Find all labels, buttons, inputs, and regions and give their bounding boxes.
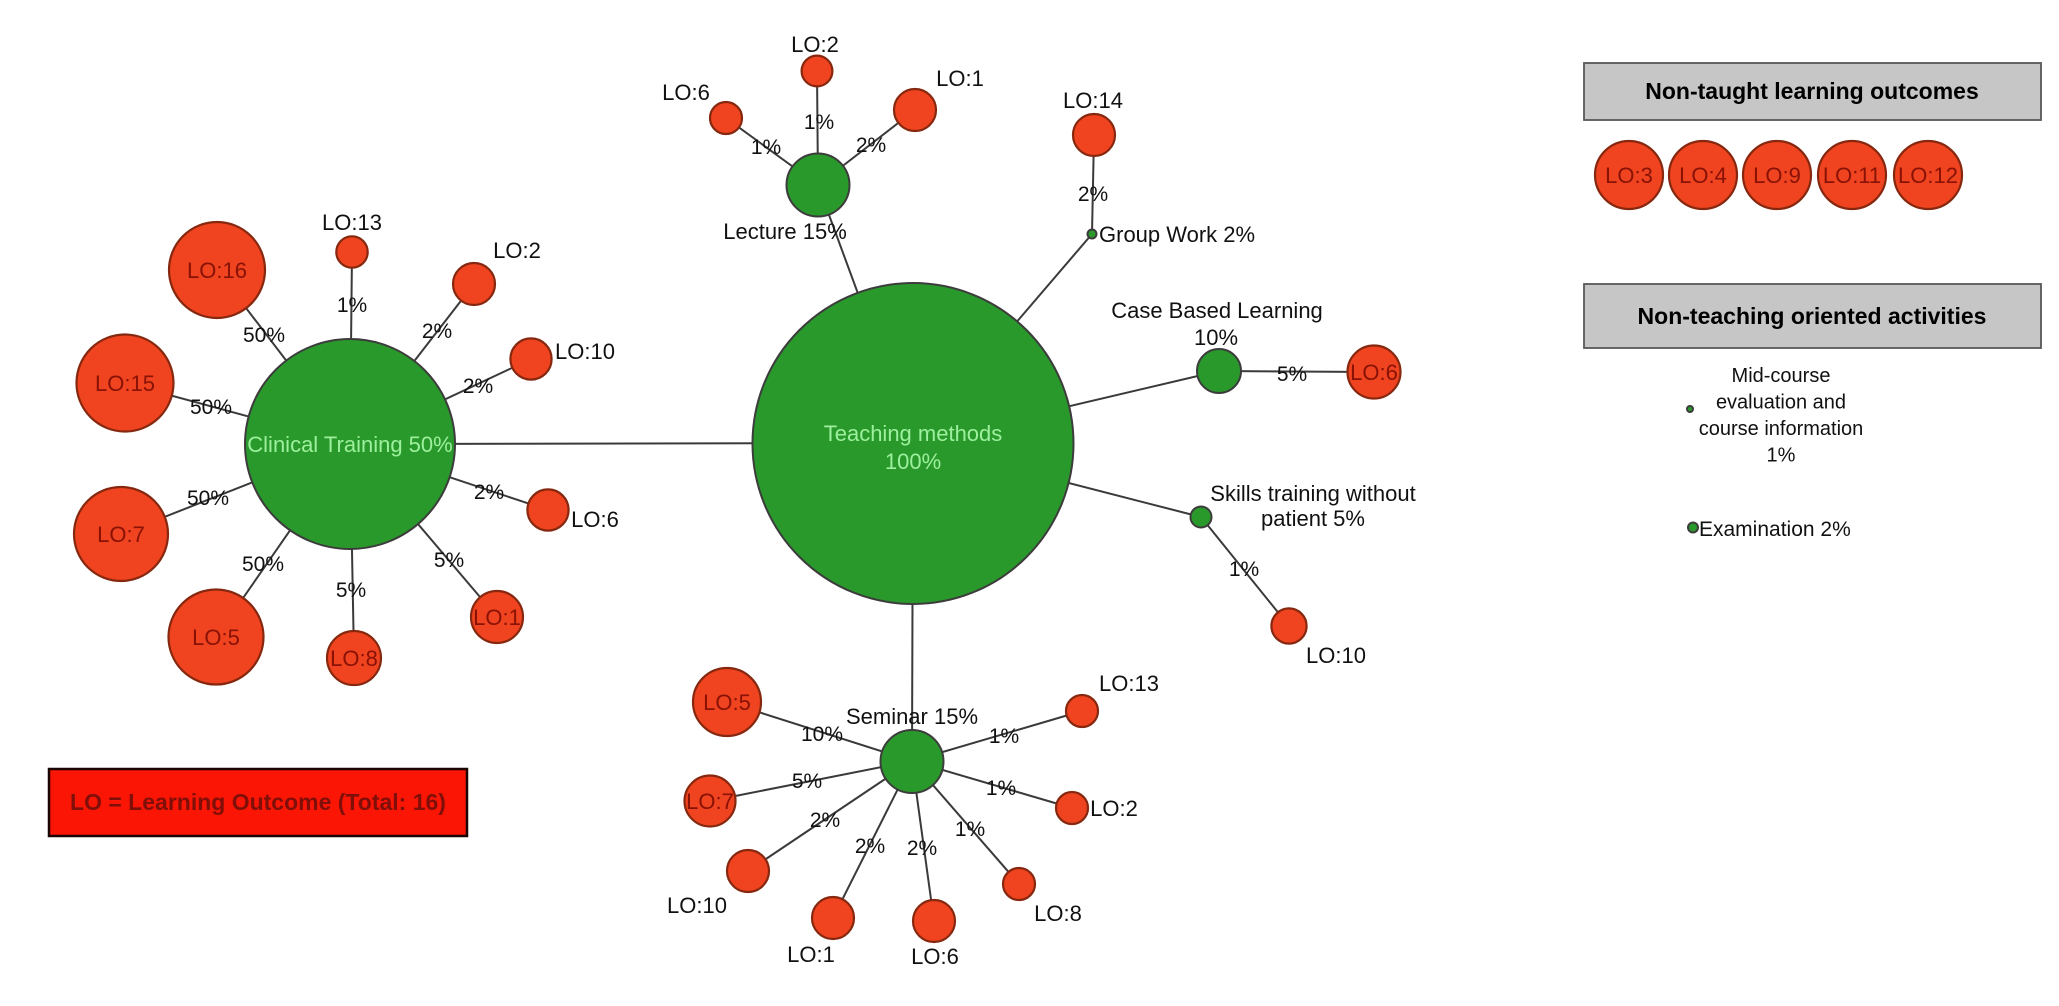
svg-text:2%: 2% bbox=[855, 835, 885, 858]
svg-text:2%: 2% bbox=[422, 320, 452, 343]
svg-text:LO:10: LO:10 bbox=[667, 893, 727, 918]
svg-text:Case Based Learning: Case Based Learning bbox=[1111, 298, 1323, 323]
svg-text:50%: 50% bbox=[242, 553, 284, 576]
svg-text:LO:5: LO:5 bbox=[192, 625, 240, 650]
svg-text:patient 5%: patient 5% bbox=[1261, 506, 1365, 531]
svg-text:50%: 50% bbox=[190, 396, 232, 419]
svg-text:LO:12: LO:12 bbox=[1898, 163, 1958, 188]
svg-text:LO:7: LO:7 bbox=[686, 789, 734, 814]
svg-text:Teaching methods: Teaching methods bbox=[824, 421, 1003, 446]
svg-text:course information: course information bbox=[1699, 418, 1864, 440]
svg-text:LO:5: LO:5 bbox=[703, 690, 751, 715]
svg-text:50%: 50% bbox=[243, 324, 285, 347]
svg-text:LO = Learning Outcome (Total:: LO = Learning Outcome (Total: 16) bbox=[70, 789, 446, 815]
svg-text:LO:6: LO:6 bbox=[1350, 360, 1398, 385]
svg-text:5%: 5% bbox=[336, 579, 366, 602]
svg-text:5%: 5% bbox=[792, 770, 822, 793]
svg-text:2%: 2% bbox=[856, 134, 886, 157]
svg-text:Examination 2%: Examination 2% bbox=[1699, 518, 1851, 541]
svg-text:2%: 2% bbox=[463, 375, 493, 398]
svg-text:LO:8: LO:8 bbox=[1034, 901, 1082, 926]
svg-text:1%: 1% bbox=[337, 294, 367, 317]
svg-text:LO:13: LO:13 bbox=[1099, 671, 1159, 696]
svg-text:1%: 1% bbox=[1229, 558, 1259, 581]
svg-text:LO:3: LO:3 bbox=[1605, 163, 1653, 188]
svg-text:2%: 2% bbox=[474, 481, 504, 504]
svg-text:LO:9: LO:9 bbox=[1753, 163, 1801, 188]
svg-text:1%: 1% bbox=[751, 136, 781, 159]
svg-text:10%: 10% bbox=[1194, 325, 1238, 350]
svg-text:Group Work 2%: Group Work 2% bbox=[1099, 222, 1255, 247]
svg-text:Non-taught learning outcomes: Non-taught learning outcomes bbox=[1645, 78, 1979, 104]
svg-text:2%: 2% bbox=[907, 837, 937, 860]
svg-text:50%: 50% bbox=[187, 487, 229, 510]
svg-text:Skills training without: Skills training without bbox=[1210, 481, 1415, 506]
svg-text:LO:10: LO:10 bbox=[1306, 643, 1366, 668]
svg-text:LO:6: LO:6 bbox=[662, 80, 710, 105]
svg-text:LO:2: LO:2 bbox=[493, 238, 541, 263]
svg-text:LO:6: LO:6 bbox=[911, 944, 959, 969]
svg-text:1%: 1% bbox=[804, 111, 834, 134]
svg-text:Clinical Training 50%: Clinical Training 50% bbox=[247, 432, 452, 457]
svg-text:5%: 5% bbox=[1277, 363, 1307, 386]
svg-text:Lecture 15%: Lecture 15% bbox=[723, 219, 847, 244]
svg-text:Non-teaching oriented activiti: Non-teaching oriented activities bbox=[1638, 303, 1987, 329]
svg-text:LO:1: LO:1 bbox=[787, 942, 835, 967]
svg-text:LO:7: LO:7 bbox=[97, 522, 145, 547]
svg-text:2%: 2% bbox=[1078, 183, 1108, 206]
svg-text:LO:1: LO:1 bbox=[936, 66, 984, 91]
svg-text:LO:15: LO:15 bbox=[95, 371, 155, 396]
svg-text:LO:10: LO:10 bbox=[555, 339, 615, 364]
svg-text:100%: 100% bbox=[885, 449, 941, 474]
svg-text:LO:8: LO:8 bbox=[330, 646, 378, 671]
svg-text:LO:2: LO:2 bbox=[1090, 796, 1138, 821]
svg-text:Seminar 15%: Seminar 15% bbox=[846, 704, 978, 729]
svg-text:LO:16: LO:16 bbox=[187, 258, 247, 283]
svg-text:2%: 2% bbox=[810, 809, 840, 832]
svg-text:1%: 1% bbox=[1767, 445, 1796, 467]
svg-text:LO:11: LO:11 bbox=[1823, 163, 1881, 188]
svg-text:LO:13: LO:13 bbox=[322, 210, 382, 235]
svg-text:10%: 10% bbox=[801, 723, 843, 746]
svg-text:LO:14: LO:14 bbox=[1063, 88, 1123, 113]
svg-text:1%: 1% bbox=[986, 777, 1016, 800]
svg-text:1%: 1% bbox=[955, 818, 985, 841]
svg-text:LO:6: LO:6 bbox=[571, 507, 619, 532]
svg-text:LO:1: LO:1 bbox=[473, 605, 521, 630]
svg-text:1%: 1% bbox=[989, 725, 1019, 748]
svg-text:evaluation and: evaluation and bbox=[1716, 392, 1846, 414]
svg-text:LO:4: LO:4 bbox=[1679, 163, 1727, 188]
svg-text:5%: 5% bbox=[434, 549, 464, 572]
svg-text:Mid-course: Mid-course bbox=[1732, 365, 1831, 387]
svg-text:LO:2: LO:2 bbox=[791, 32, 839, 57]
